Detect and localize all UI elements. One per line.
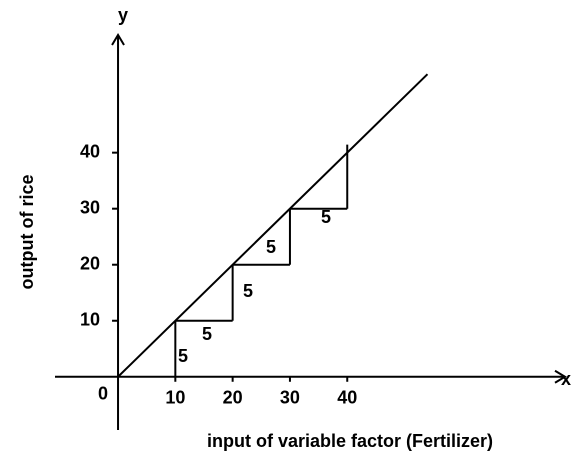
y-tick-label: 10 [80,309,100,329]
y-axis-label: output of rice [17,175,37,290]
step-label: 5 [178,346,188,366]
x-tick-label: 20 [223,388,243,408]
production-line [117,73,429,378]
x-tick-label: 40 [337,388,357,408]
step-label: 5 [266,237,276,257]
step-label: 5 [202,324,212,344]
y-tick-label: 40 [80,141,100,161]
y-arrow [111,33,125,46]
y-axis-name: y [118,5,128,25]
x-tick-label: 10 [165,388,185,408]
x-tick-label: 0 [98,384,108,404]
y-tick-label: 30 [80,197,100,217]
x-axis-label: input of variable factor (Fertilizer) [207,431,493,451]
y-tick-label: 20 [80,253,100,273]
x-arrow [554,369,567,384]
step-label: 5 [321,207,331,227]
x-tick-label: 30 [280,388,300,408]
x-axis-name: x [561,369,571,389]
step-label: 5 [243,281,253,301]
